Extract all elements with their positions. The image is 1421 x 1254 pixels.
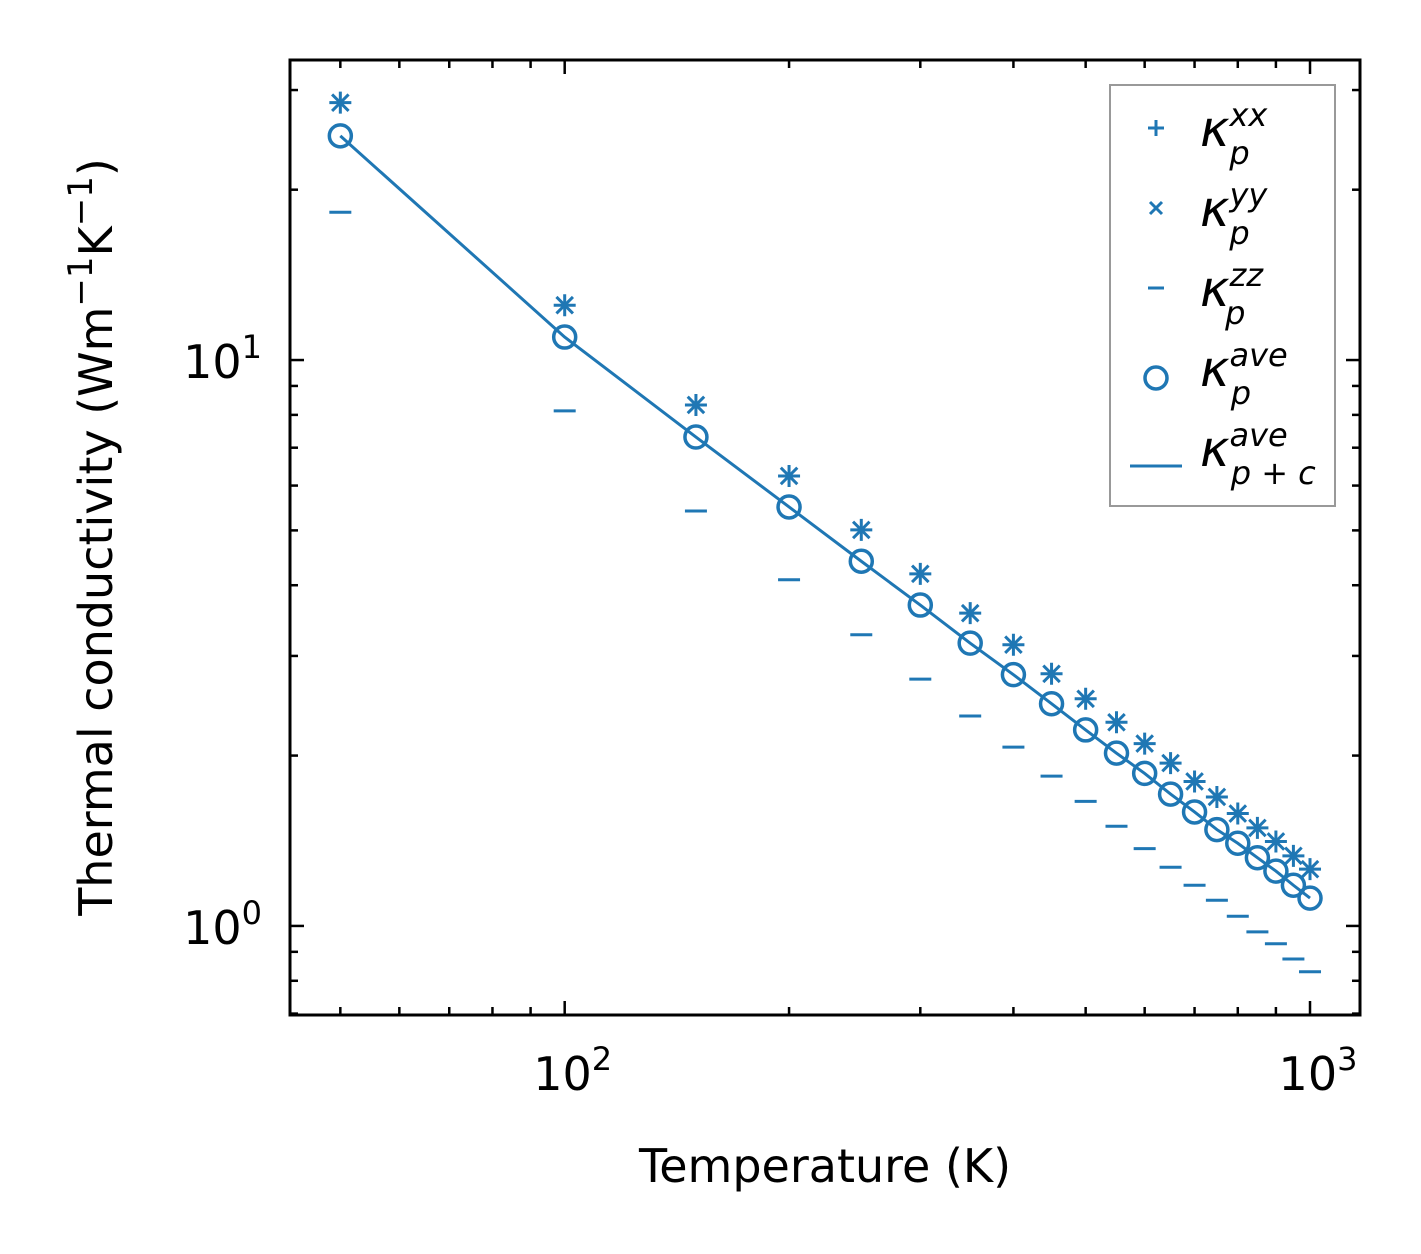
- data-point: [779, 466, 799, 486]
- legend-item-ave: κave p + c: [1130, 416, 1316, 492]
- data-point: [1204, 816, 1230, 843]
- series-yy-x: [331, 93, 1320, 879]
- data-point: [1297, 885, 1323, 911]
- data-point: [331, 93, 350, 112]
- x-tick-label: 102: [533, 1040, 612, 1101]
- data-point: [1042, 664, 1061, 684]
- data-point: [1280, 872, 1307, 899]
- legend-label: κzz p: [1200, 256, 1264, 332]
- data-point: [1004, 635, 1023, 655]
- data-point: [1135, 734, 1154, 753]
- data-point: [1103, 740, 1130, 766]
- legend-label: κxx p: [1200, 96, 1268, 172]
- data-point: [907, 592, 934, 618]
- data-point: [1161, 753, 1180, 773]
- legend-item-yy: κyy p: [1148, 176, 1268, 252]
- data-point: [1076, 689, 1095, 709]
- y-axis-label: Thermal conductivity (Wm−1K−1): [61, 158, 123, 917]
- data-point: [957, 630, 983, 656]
- data-point: [776, 494, 802, 520]
- data-point: [960, 603, 980, 623]
- y-tick-label: 100: [183, 894, 262, 955]
- legend-label: κyy p: [1200, 176, 1268, 252]
- data-point: [1107, 712, 1126, 732]
- legend-marker-icon: [1148, 120, 1164, 136]
- data-point: [683, 424, 709, 450]
- plot-marks: [327, 91, 1323, 974]
- data-point: [1300, 859, 1320, 879]
- tick-labels: 102 103 100 101: [183, 328, 1357, 1101]
- data-point: [686, 395, 706, 415]
- series-line: [339, 134, 1311, 900]
- data-point: [1038, 690, 1065, 717]
- legend-marker-icon: [1148, 200, 1164, 216]
- data-point: [1207, 787, 1227, 807]
- legend-label: κave p: [1200, 336, 1288, 412]
- data-point: [1228, 804, 1248, 823]
- data-point: [1185, 772, 1204, 791]
- data-point: [1248, 818, 1267, 838]
- data-point: [1181, 799, 1208, 825]
- legend-item-ave: κave p: [1143, 336, 1288, 412]
- legend-item-zz: κzz p: [1148, 256, 1264, 332]
- data-point: [1072, 717, 1099, 743]
- data-point: [1284, 846, 1303, 866]
- series-ave-circle: [327, 123, 1323, 911]
- data-point: [1000, 661, 1027, 688]
- legend-marker-icon: [1143, 365, 1169, 391]
- legend-frame: [1109, 84, 1336, 507]
- data-point: [1131, 760, 1158, 787]
- series-zz-hline: [329, 210, 1322, 974]
- data-point: [1244, 844, 1271, 871]
- data-point: [848, 548, 875, 574]
- data-point: [555, 295, 575, 315]
- data-point: [1157, 781, 1184, 807]
- data-point: [1266, 832, 1286, 851]
- data-point: [1263, 858, 1289, 884]
- x-axis-label: Temperature (K): [638, 1139, 1011, 1193]
- data-point: [910, 564, 930, 584]
- y-tick-label: 101: [183, 328, 262, 389]
- data-point: [851, 520, 871, 540]
- series-ave-line: [339, 134, 1311, 900]
- data-point: [1225, 830, 1251, 856]
- data-point: [551, 324, 578, 350]
- legend-label: κave p + c: [1200, 416, 1316, 492]
- legend-item-xx: κxx p: [1148, 96, 1268, 172]
- data-point: [327, 123, 354, 149]
- x-tick-label: 103: [1279, 1040, 1358, 1101]
- plot-frame: [288, 58, 1362, 1017]
